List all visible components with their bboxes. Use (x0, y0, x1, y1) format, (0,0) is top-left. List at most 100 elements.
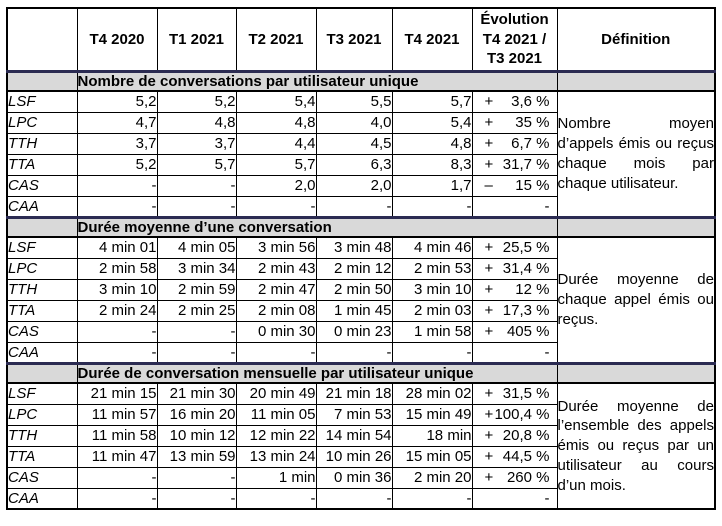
value-cell-q1: - (156, 320, 237, 343)
evolution-cell: +44,5 % (471, 445, 558, 468)
value-cell-q0: 11 min 47 (76, 445, 158, 468)
value-cell-q3: 4,0 (315, 111, 393, 134)
value-cell-q4: 3 min 10 (391, 278, 473, 301)
row-label: TTA (6, 299, 78, 322)
value-cell-q4: 15 min 49 (391, 403, 473, 426)
value-cell-q1: 3 min 34 (156, 257, 237, 280)
row-label: TTA (6, 153, 78, 176)
table-row: TTH 3,7 3,7 4,4 4,5 4,8 +6,7 % (6, 132, 715, 155)
value-cell-q0: 5,2 (76, 90, 158, 113)
evolution-sign: + (484, 114, 494, 131)
value-cell-q3: 2 min 12 (315, 257, 393, 280)
table-row: TTA 11 min 47 13 min 59 13 min 24 10 min 26 1… (6, 445, 715, 468)
evolution-sign: + (484, 260, 494, 277)
value-cell-q4: 18 min (391, 424, 473, 447)
evolution-sign: – (484, 177, 493, 194)
value-cell-q1: 21 min 30 (156, 382, 237, 405)
value-cell-q4: - (391, 195, 473, 218)
row-label: LSF (6, 236, 78, 259)
row-label: TTH (6, 278, 78, 301)
evolution-sign: + (484, 302, 494, 319)
evolution-cell: - (471, 195, 558, 218)
value-cell-q2: 5,4 (235, 90, 317, 113)
table-row: LSF 5,2 5,2 5,4 5,5 5,7 +3,6 % Nombre moyen d’a… (6, 90, 716, 218)
evolution-cell: - (471, 341, 558, 364)
row-label: CAS (6, 174, 78, 197)
evolution-value: 6,7 % (511, 135, 550, 152)
value-cell-q3: 0 min 23 (315, 320, 393, 343)
evolution-cell: +31,4 % (471, 257, 558, 280)
value-cell-q4: 8,3 (391, 153, 473, 176)
value-cell-q2: 3 min 56 (235, 236, 317, 259)
value-cell-q1: 5,7 (156, 153, 237, 176)
evolution-wrap: +6,7 % (473, 135, 556, 152)
value-cell-q2: 0 min 30 (235, 320, 317, 343)
evolution-wrap: +44,5 % (473, 448, 556, 465)
row-label: TTH (6, 132, 78, 155)
value-cell-q3: 0 min 36 (315, 466, 393, 489)
evolution-cell: +260 % (471, 466, 558, 489)
value-cell-q1: 4,8 (156, 111, 237, 134)
value-cell-q3: 10 min 26 (315, 445, 393, 468)
column-header-t2-2021: T2 2021 (235, 7, 317, 72)
evolution-sign: + (484, 427, 494, 444)
evolution-cell: +3,6 % (471, 90, 558, 113)
evolution-value: 100,4 % (494, 406, 550, 423)
value-cell-q4: - (391, 487, 473, 510)
table-row: TTA 2 min 24 2 min 25 2 min 08 1 min 45 2 min… (6, 299, 715, 322)
evolution-sign: + (484, 156, 494, 173)
value-cell-q0: 21 min 15 (76, 382, 158, 405)
value-cell-q1: 3,7 (156, 132, 237, 155)
evolution-sign: + (484, 385, 494, 403)
row-label: LPC (6, 257, 78, 280)
value-cell-q1: - (156, 174, 237, 197)
value-cell-q1: 4 min 05 (156, 236, 237, 259)
value-cell-q4: 1,7 (391, 174, 473, 197)
evolution-sign: + (484, 448, 494, 465)
value-cell-q3: - (315, 487, 393, 510)
value-cell-q3: 14 min 54 (315, 424, 393, 447)
value-cell-q2: 2 min 43 (235, 257, 317, 280)
value-cell-q4: 4 min 46 (391, 236, 473, 259)
column-header-evolution: Évolution T4 2021 / T3 2021 (471, 7, 558, 72)
section-title: Durée moyenne d’une conversation (76, 215, 558, 238)
stats-table: T4 2020 T1 2021 T2 2021 T3 2021 T4 2021 … (6, 7, 716, 510)
evolution-value: - (544, 197, 550, 215)
evolution-wrap: +260 % (473, 469, 556, 486)
table-row: CAS - -2,0 2,0 1,7–15 % (6, 174, 715, 197)
column-header-t4-2020: T4 2020 (76, 7, 158, 72)
evolution-wrap: +35 % (473, 114, 556, 131)
row-label: TTH (6, 424, 78, 447)
section-band-row-1: Durée moyenne d’une conversation (6, 215, 716, 238)
value-cell-q2: 5,7 (235, 153, 317, 176)
section-band-corner (6, 69, 78, 92)
evolution-sign: + (484, 281, 494, 298)
value-cell-q0: 3,7 (76, 132, 158, 155)
corner-header-cell (6, 7, 78, 72)
value-cell-q0: - (76, 174, 158, 197)
value-cell-q3: 5,5 (315, 90, 393, 113)
value-cell-q4: 2 min 53 (391, 257, 473, 280)
evolution-cell: +31,7 % (471, 153, 558, 176)
value-cell-q3: 21 min 18 (315, 382, 393, 405)
value-cell-q1: - (156, 487, 237, 510)
value-cell-q4: - (391, 341, 473, 364)
value-cell-q3: 2 min 50 (315, 278, 393, 301)
evolution-sign: + (484, 135, 494, 152)
evolution-value: 17,3 % (502, 302, 550, 319)
evolution-wrap: +31,5 % (473, 385, 556, 403)
header-row: T4 2020 T1 2021 T2 2021 T3 2021 T4 2021 … (6, 7, 716, 72)
evolution-wrap: +3,6 % (473, 93, 556, 110)
table-row: LSF 21 min 15 21 min 30 20 min 49 21 min 18 2… (6, 382, 716, 510)
evolution-wrap: – 15 % (473, 177, 556, 194)
value-cell-q2: 2 min 47 (235, 278, 317, 301)
value-cell-q0: - (76, 341, 158, 364)
value-cell-q4: 4,8 (391, 132, 473, 155)
value-cell-q0: 2 min 58 (76, 257, 158, 280)
value-cell-q2: 2 min 08 (235, 299, 317, 322)
value-cell-q4: 1 min 58 (391, 320, 473, 343)
row-label: LSF (6, 90, 78, 113)
column-header-t3-2021: T3 2021 (315, 7, 393, 72)
value-cell-q3: 6,3 (315, 153, 393, 176)
